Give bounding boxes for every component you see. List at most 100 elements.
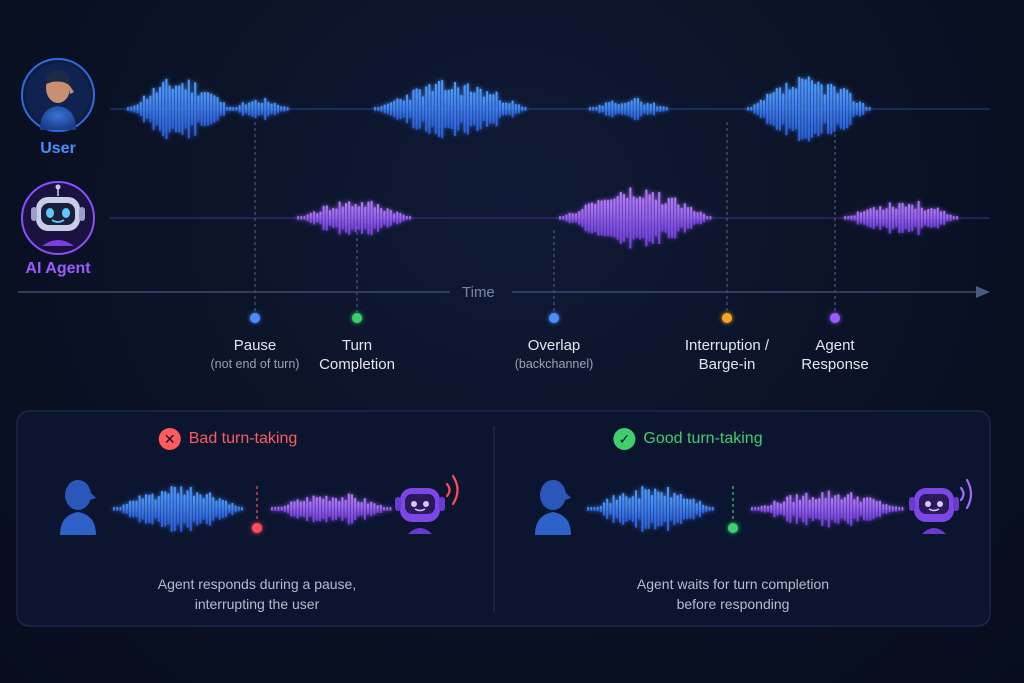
agent-wave-bar xyxy=(699,211,702,225)
user-wave-bar xyxy=(833,86,836,132)
agent-wave-bar xyxy=(879,206,882,230)
user-wave-bar xyxy=(836,93,839,125)
mini-user-wave-bar xyxy=(173,486,176,532)
mini-user-wave-bar xyxy=(141,498,144,520)
mini-agent-wave-bar xyxy=(328,500,331,518)
mini-agent-wave-bar xyxy=(792,501,795,517)
mini-user-wave-bar xyxy=(199,494,202,524)
mini-agent-wave-bar xyxy=(290,501,293,517)
mini-user-wave-bar xyxy=(660,492,663,526)
mini-agent-wave-bar xyxy=(831,497,833,521)
mini-agent-wave-bar xyxy=(751,507,753,511)
user-wave-bar xyxy=(200,92,203,126)
user-wave-bar xyxy=(514,104,517,114)
agent-wave-bar xyxy=(361,201,363,235)
user-wave-bar xyxy=(194,82,197,136)
mini-user-wave-bar xyxy=(183,494,186,524)
user-wave-bar xyxy=(184,89,187,129)
agent-wave-bar xyxy=(348,201,351,235)
user-wave-bar xyxy=(466,83,469,135)
user-wave-bar xyxy=(495,91,498,127)
agent-wave-bar xyxy=(664,203,667,233)
agent-wave-bar xyxy=(591,202,593,234)
agent-wave-bar xyxy=(345,202,347,234)
event-title: Overlap xyxy=(527,337,581,354)
event-label: Pause (not end of turn) xyxy=(211,336,300,374)
agent-wave-bar xyxy=(917,200,920,236)
mini-agent-wave-bar xyxy=(341,497,344,521)
bad-caption: Agent responds during a pause, interrupti… xyxy=(157,576,357,612)
agent-wave-bar xyxy=(683,203,686,233)
mini-waveforms xyxy=(113,485,904,533)
user-wave-bar xyxy=(782,93,785,125)
mini-agent-wave-bar xyxy=(779,503,782,515)
mini-user-wave-bar xyxy=(241,507,243,511)
good-sound-waves-icon xyxy=(959,478,973,510)
user-wave-bar xyxy=(191,92,193,126)
agent-wave-bar xyxy=(635,197,638,239)
user-label: User xyxy=(40,140,76,157)
user-wave-bar xyxy=(859,101,861,117)
agent-wave-bar xyxy=(924,210,926,226)
user-wave-bar xyxy=(178,85,181,133)
user-wave-bar xyxy=(402,100,405,118)
agent-wave-bar xyxy=(409,216,411,220)
agent-wave-bar xyxy=(860,212,862,224)
user-wave-bar xyxy=(454,81,456,137)
agent-wave-bar xyxy=(364,206,367,230)
mini-agent-wave-bar xyxy=(760,505,763,513)
agent-wave-bar xyxy=(629,187,632,249)
user-wave-bar xyxy=(608,102,611,116)
agent-wave-bar xyxy=(357,206,360,230)
user-wave-bar xyxy=(747,107,749,111)
agent-wave-bar xyxy=(396,211,399,225)
comparison-panel xyxy=(16,410,991,627)
user-wave-bar xyxy=(434,83,437,135)
mini-user-wave-bar xyxy=(676,495,679,523)
user-wave-bar xyxy=(130,106,133,112)
agent-wave-bar xyxy=(706,216,709,220)
mini-agent-wave-bar xyxy=(271,507,273,511)
agent-wave-bar xyxy=(956,216,958,220)
mini-agent-wave-bar xyxy=(309,501,312,517)
user-wave-bar xyxy=(817,81,820,137)
user-wave-bar xyxy=(492,94,495,124)
mini-user-wave-bar xyxy=(603,502,605,516)
user-wave-bar xyxy=(187,79,190,139)
mini-user-wave-bar xyxy=(132,500,135,518)
mini-agent-wave-bar xyxy=(789,494,792,524)
user-wave-bar xyxy=(605,102,607,116)
user-wave-bar xyxy=(460,94,463,124)
user-wave-bar xyxy=(463,85,466,133)
mini-user-wave-bar xyxy=(148,494,151,524)
user-wave-bar xyxy=(409,99,412,119)
user-wave-bar xyxy=(374,107,376,111)
agent-wave-bar xyxy=(667,197,670,239)
mini-agent-wave-bar xyxy=(347,493,350,525)
mini-agent-wave-bar xyxy=(811,496,814,522)
mini-agent-wave-bar xyxy=(389,507,392,511)
user-wave-bar xyxy=(219,101,222,117)
agent-wave-bar xyxy=(655,199,657,237)
user-wave-bar xyxy=(235,107,238,111)
user-wave-bar xyxy=(159,86,161,132)
good-agent-robot-icon xyxy=(909,488,959,534)
agent-wave-bar xyxy=(936,207,939,229)
mini-user-wave-bar xyxy=(218,498,221,520)
user-wave-bar xyxy=(143,95,145,123)
user-wave-bar xyxy=(518,104,520,114)
user-wave-bar xyxy=(248,102,251,116)
agent-wave-bar xyxy=(338,201,341,235)
agent-wave-bar xyxy=(696,212,699,224)
user-wave-bar xyxy=(811,79,813,139)
mini-user-wave-bar xyxy=(705,506,708,512)
mini-agent-wave-bar xyxy=(882,504,885,514)
agent-wave-bar xyxy=(393,213,395,223)
mini-user-wave-bar xyxy=(702,504,705,514)
mini-user-wave-bar xyxy=(231,502,234,516)
user-wave-bar xyxy=(283,106,286,112)
user-wave-bar xyxy=(798,76,801,142)
mini-user-wave-bar xyxy=(113,507,115,511)
mini-agent-wave-bar xyxy=(795,493,798,525)
user-wave-bar xyxy=(502,102,504,116)
